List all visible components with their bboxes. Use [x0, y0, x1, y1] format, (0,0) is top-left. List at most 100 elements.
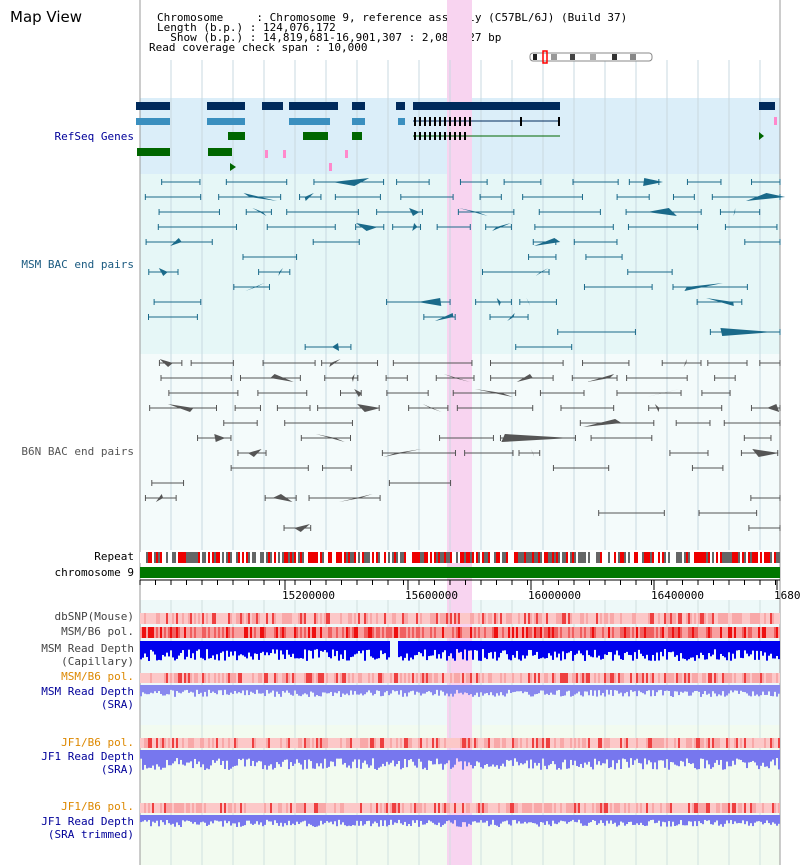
msm-pol2-heat: [156, 673, 158, 683]
msm-depth-capillary-bar: [158, 641, 160, 660]
dbsnp-heat: [154, 613, 156, 624]
jf1-pol2-heat: [192, 803, 194, 813]
jf1-depth-sra-bar: [440, 750, 442, 764]
msm-pol2-heat: [202, 673, 204, 683]
msm-pol2-heat: [440, 673, 442, 683]
jf1-pol2-heat: [356, 803, 358, 813]
msm-depth-sra-bar: [486, 685, 488, 693]
msm-depth-sra-bar: [578, 685, 580, 692]
msm-depth-sra-bar: [512, 685, 514, 693]
msm-depth-capillary-bar: [574, 641, 576, 655]
jf1-pol2-heat: [460, 803, 462, 813]
msm-pol-heat: [402, 627, 404, 638]
jf1-pol2-heat: [696, 803, 698, 813]
jf1-pol2-heat: [566, 803, 568, 813]
jf1-depth-sra-bar: [270, 750, 272, 765]
track-label-msm-bac[interactable]: MSM BAC end pairs: [21, 258, 134, 271]
repeat-element: [704, 552, 706, 563]
jf1-depth-trimmed-bar: [750, 815, 752, 824]
msm-depth-sra-bar: [520, 685, 522, 692]
msm-depth-capillary-bar: [402, 641, 404, 661]
msm-pol2-heat: [626, 673, 628, 683]
jf1-pol2-heat: [592, 803, 594, 813]
msm-pol-heat: [202, 627, 204, 638]
jf1-pol2-heat: [160, 803, 162, 813]
jf1-pol2-heat: [626, 803, 628, 813]
jf1-pol-heat: [262, 738, 264, 748]
jf1-pol2-heat: [312, 803, 314, 813]
jf1-depth-trimmed-bar: [532, 815, 534, 824]
repeat-element: [380, 552, 382, 563]
jf1-depth-sra-bar: [520, 750, 522, 764]
jf1-pol-heat: [352, 738, 354, 748]
dbsnp-heat: [680, 613, 682, 624]
jf1-depth-trimmed-bar: [254, 815, 256, 824]
repeat-element: [266, 552, 268, 563]
dbsnp-heat: [690, 613, 692, 624]
jf1-pol-heat: [682, 738, 684, 748]
jf1-depth-sra-bar: [710, 750, 712, 769]
dbsnp-heat: [192, 613, 194, 624]
dbsnp-heat: [314, 613, 316, 624]
msm-pol2-heat: [424, 673, 426, 683]
jf1-depth-sra-bar: [554, 750, 556, 765]
msm-pol-heat: [538, 627, 540, 638]
msm-pol2-heat: [344, 673, 346, 683]
msm-pol2-heat: [522, 673, 524, 683]
jf1-depth-sra-bar: [250, 750, 252, 766]
msm-pol2-heat: [514, 673, 516, 683]
msm-depth-sra-bar: [606, 685, 608, 690]
pseudogene-mark: [774, 117, 777, 125]
jf1-pol2-heat: [762, 803, 764, 813]
jf1-pol-heat: [220, 738, 222, 748]
msm-pol-heat: [336, 627, 338, 638]
msm-depth-sra-bar: [766, 685, 768, 695]
b6n-bac-arrow: [422, 404, 442, 412]
dbsnp-heat: [584, 613, 586, 624]
jf1-depth-sra-bar: [142, 750, 144, 770]
repeat-element: [408, 552, 410, 563]
repeat-element: [278, 552, 280, 563]
jf1-pol-heat: [552, 738, 554, 748]
track-label-b6n-bac[interactable]: B6N BAC end pairs: [21, 445, 134, 458]
jf1-pol-heat: [394, 738, 396, 748]
msm-depth-sra-bar: [356, 685, 358, 695]
msm-pol-heat: [292, 627, 294, 638]
track-label-refseq[interactable]: RefSeq Genes: [54, 130, 134, 143]
jf1-pol-heat: [406, 738, 408, 748]
b6n-bac-arrow: [354, 389, 362, 397]
msm-pol2-heat: [644, 673, 646, 683]
dbsnp-heat: [442, 613, 444, 624]
jf1-depth-sra-bar: [542, 750, 544, 759]
repeat-element: [668, 552, 670, 563]
msm-pol2-heat: [558, 673, 560, 683]
repeat-element: [388, 552, 390, 563]
jf1-depth-sra-bar: [664, 750, 666, 768]
jf1-depth-trimmed-bar: [162, 815, 164, 823]
jf1-pol2-heat: [534, 803, 536, 813]
jf1-pol-heat: [192, 738, 194, 748]
msm-depth-capillary-bar: [652, 641, 654, 655]
msm-pol-heat: [526, 627, 528, 638]
jf1-depth-trimmed-bar: [424, 815, 426, 825]
jf1-depth-trimmed-bar: [558, 815, 560, 823]
msm-depth-capillary-bar: [480, 641, 482, 661]
msm-depth-sra-bar: [710, 685, 712, 697]
jf1-depth-sra-bar: [298, 750, 300, 763]
jf1-pol2-heat: [462, 803, 464, 813]
msm-depth-sra-bar: [682, 685, 684, 693]
msm-depth-capillary-bar: [484, 641, 486, 658]
msm-pol-heat: [240, 627, 242, 638]
msm-depth-capillary-bar: [310, 641, 312, 651]
dbsnp-heat: [250, 613, 252, 624]
msm-pol2-heat: [738, 673, 740, 683]
msm-pol2-heat: [722, 673, 724, 683]
msm-depth-capillary-bar: [494, 641, 496, 652]
msm-pol2-heat: [728, 673, 730, 683]
msm-depth-capillary-bar: [580, 641, 582, 654]
jf1-depth-sra-bar: [374, 750, 376, 769]
msm-depth-sra-bar: [240, 685, 242, 694]
jf1-pol2-heat: [594, 803, 596, 813]
jf1-pol-heat: [254, 738, 256, 748]
